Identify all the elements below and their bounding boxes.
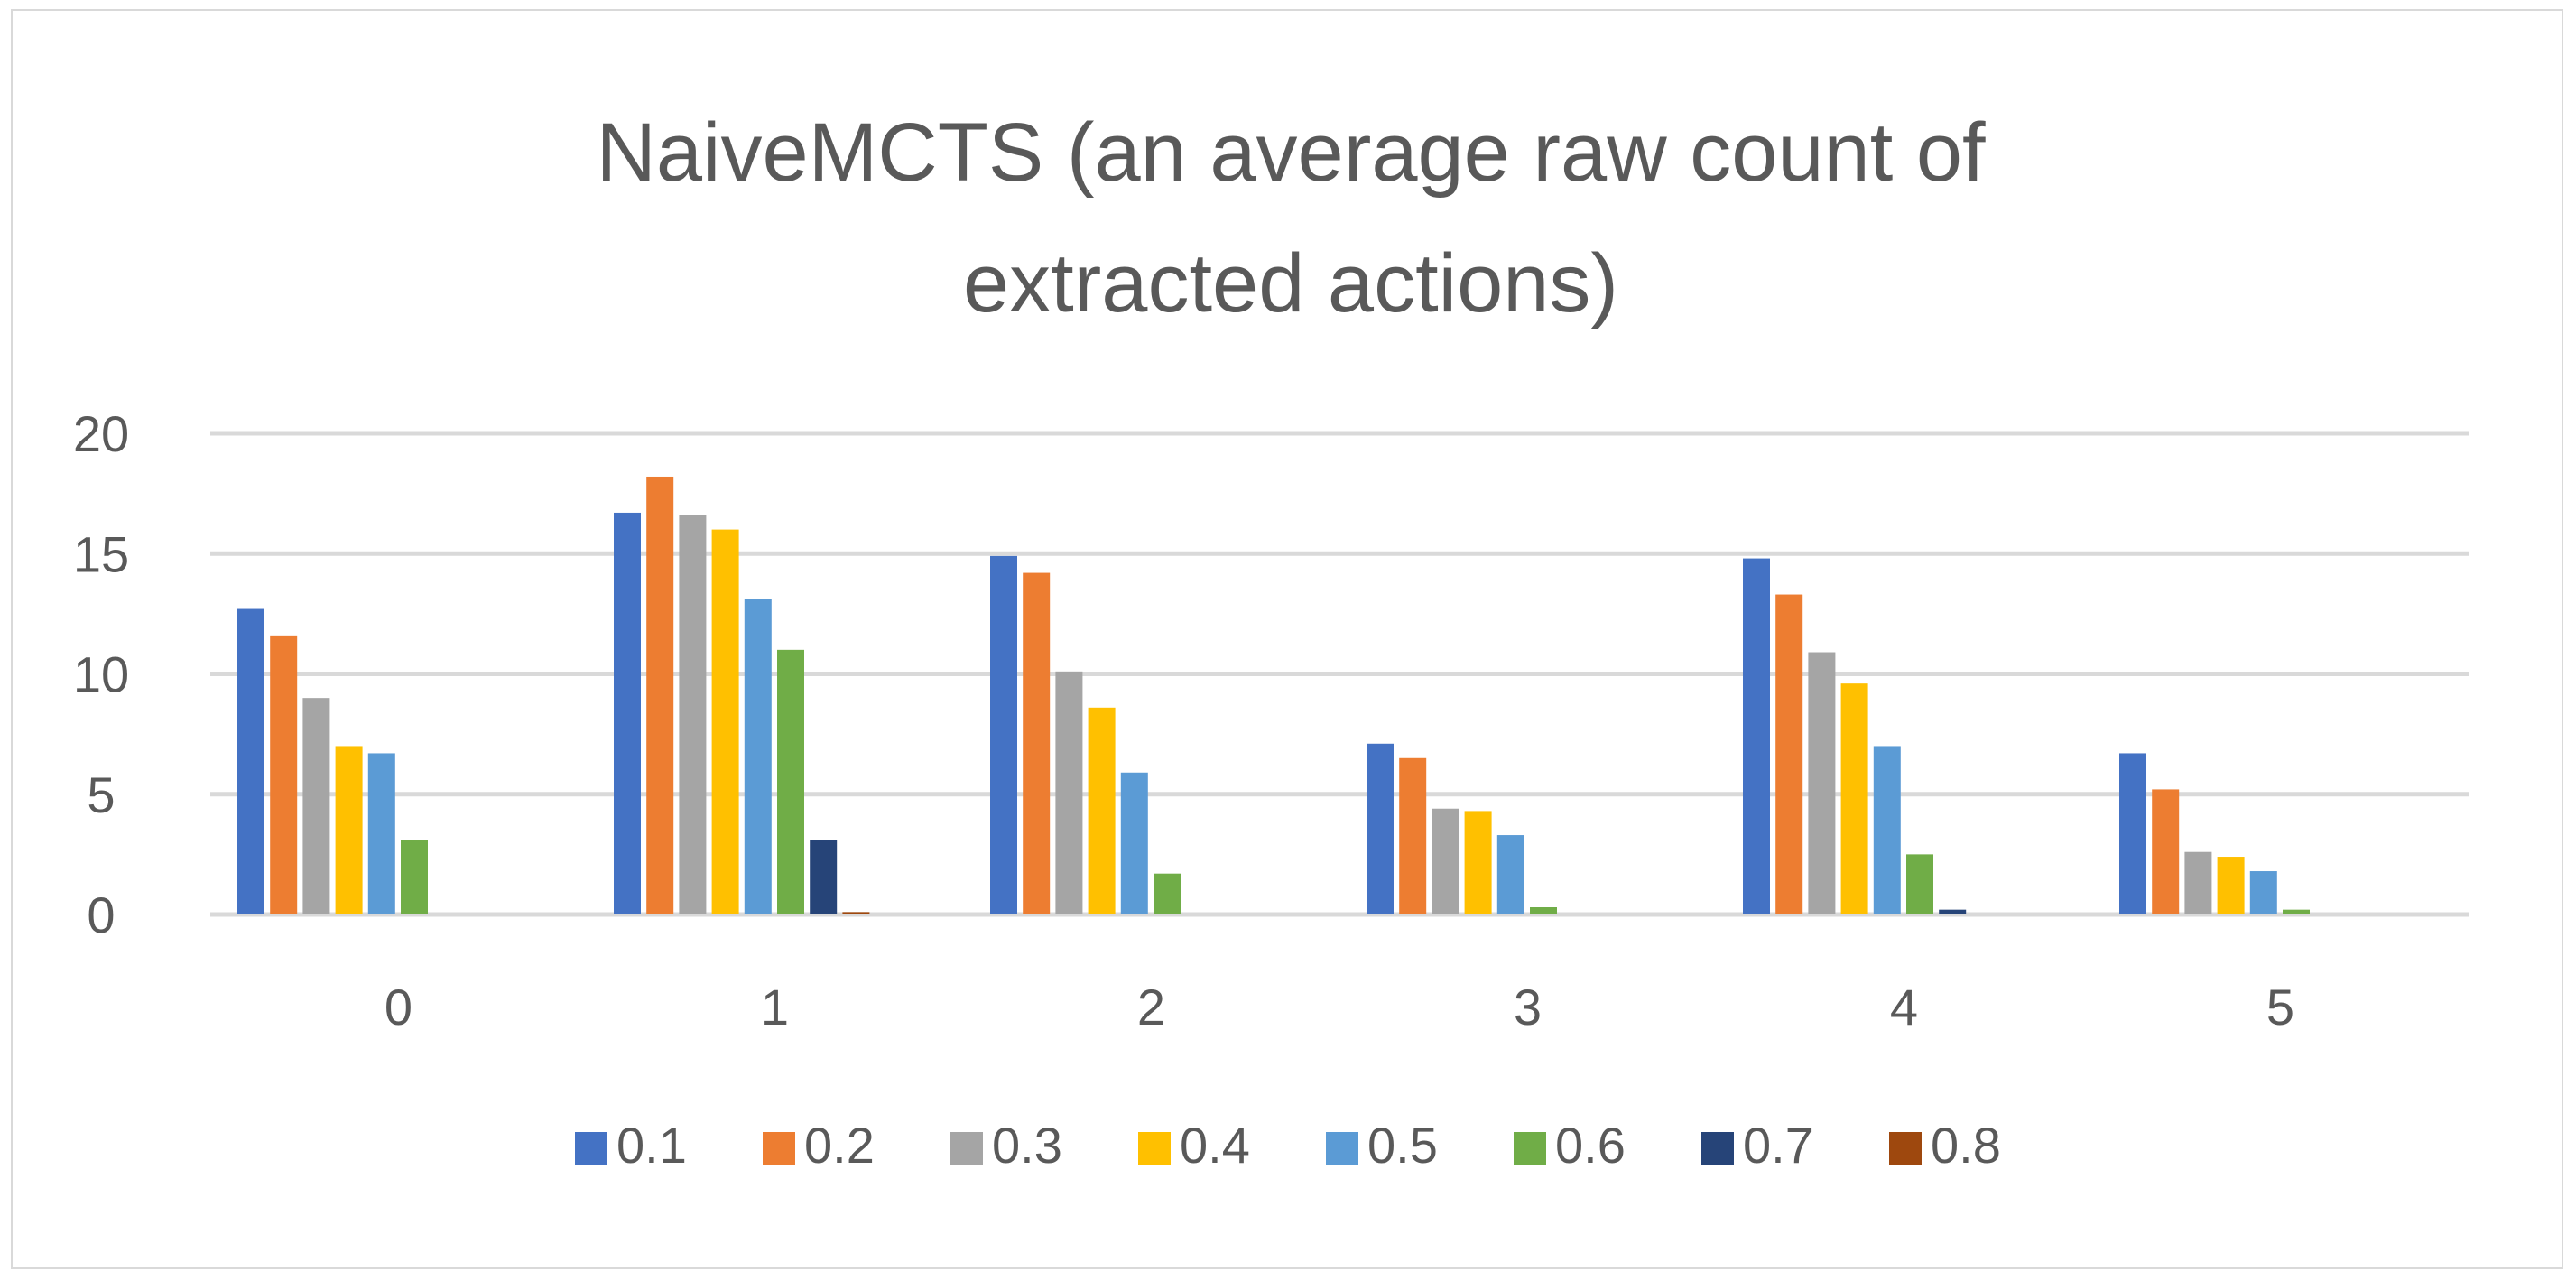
legend-label: 0.5 [1367, 1117, 1438, 1174]
bar-0.6-cat-2 [1154, 873, 1181, 914]
legend-label: 0.1 [616, 1117, 687, 1174]
legend-item-0.7: 0.7 [1701, 1117, 1813, 1174]
y-tick-label: 15 [73, 525, 129, 582]
bar-0.7-cat-4 [1939, 909, 1967, 914]
bar-0.3-cat-3 [1432, 808, 1459, 914]
x-tick-label: 3 [1514, 979, 1542, 1035]
legend-label: 0.7 [1743, 1117, 1813, 1174]
chart-title: NaiveMCTS (an average raw count of extra… [596, 107, 1986, 330]
bar-0.6-cat-0 [401, 840, 428, 914]
bar-0.3-cat-0 [302, 698, 330, 914]
bar-0.4-cat-4 [1840, 683, 1868, 914]
legend-label: 0.4 [1180, 1117, 1250, 1174]
bar-0.2-cat-5 [2152, 789, 2180, 914]
bar-0.4-cat-1 [711, 529, 739, 914]
legend-swatch [1889, 1132, 1922, 1165]
chart-title-line-1: NaiveMCTS (an average raw count of [596, 107, 1986, 199]
bar-0.2-cat-3 [1399, 757, 1427, 914]
x-tick-label: 1 [761, 979, 789, 1035]
bars [237, 476, 2310, 914]
bar-0.1-cat-2 [990, 555, 1017, 914]
bar-0.1-cat-1 [614, 512, 641, 914]
bar-0.5-cat-1 [744, 599, 772, 914]
y-tick-label: 10 [73, 646, 129, 703]
bar-0.4-cat-5 [2217, 857, 2245, 914]
legend-swatch [1326, 1132, 1358, 1165]
bar-0.5-cat-4 [1873, 746, 1901, 914]
bar-0.1-cat-4 [1743, 558, 1770, 914]
bar-0.5-cat-0 [367, 753, 395, 914]
legend-label: 0.8 [1931, 1117, 2001, 1174]
bar-0.6-cat-4 [1906, 854, 1933, 914]
legend-item-0.4: 0.4 [1138, 1117, 1250, 1174]
bar-0.1-cat-5 [2119, 753, 2146, 914]
bar-0.5-cat-3 [1496, 835, 1524, 914]
y-tick-label: 0 [87, 886, 115, 943]
bar-0.5-cat-5 [2249, 871, 2277, 914]
bar-0.1-cat-3 [1367, 743, 1394, 914]
legend-label: 0.3 [992, 1117, 1062, 1174]
legend-swatch [575, 1132, 607, 1165]
chart-frame [11, 9, 2563, 1269]
y-axis-ticks: 0 5 10 15 20 [73, 405, 129, 943]
x-tick-label: 0 [385, 979, 412, 1035]
y-tick-label: 5 [87, 766, 115, 823]
gridlines [210, 431, 2469, 917]
y-tick-label: 20 [73, 405, 129, 462]
bar-0.2-cat-2 [1023, 572, 1051, 914]
legend-swatch [1701, 1132, 1734, 1165]
legend-swatch [763, 1132, 795, 1165]
bar-0.6-cat-3 [1530, 907, 1557, 914]
legend-label: 0.6 [1555, 1117, 1626, 1174]
x-tick-label: 5 [2266, 979, 2294, 1035]
bar-0.3-cat-5 [2184, 851, 2212, 914]
legend-item-0.2: 0.2 [763, 1117, 875, 1174]
chart-title-line-2: extracted actions) [963, 237, 1618, 330]
legend-item-0.3: 0.3 [950, 1117, 1062, 1174]
bar-0.3-cat-4 [1808, 652, 1836, 914]
legend-item-0.5: 0.5 [1326, 1117, 1438, 1174]
legend-item-0.1: 0.1 [575, 1117, 687, 1174]
bar-0.8-cat-1 [842, 912, 870, 914]
bar-0.6-cat-5 [2283, 909, 2310, 914]
bar-0.4-cat-3 [1464, 811, 1492, 914]
bar-0.2-cat-1 [646, 476, 674, 914]
bar-0.4-cat-0 [335, 746, 363, 914]
bar-0.2-cat-0 [270, 635, 298, 914]
bar-0.3-cat-1 [679, 515, 707, 914]
bar-0.3-cat-2 [1055, 671, 1083, 914]
legend-item-0.8: 0.8 [1889, 1117, 2001, 1174]
bar-0.5-cat-2 [1120, 772, 1148, 914]
bar-0.1-cat-0 [237, 608, 264, 914]
bar-0.6-cat-1 [777, 649, 804, 914]
x-axis-ticks: 0 1 2 3 4 5 [385, 979, 2294, 1035]
bar-0.4-cat-2 [1088, 707, 1116, 914]
legend-swatch [1138, 1132, 1171, 1165]
legend-item-0.6: 0.6 [1514, 1117, 1626, 1174]
legend: 0.1 0.2 0.3 0.4 0.5 0.6 0.7 0.8 [575, 1117, 2001, 1174]
bar-0.7-cat-1 [810, 840, 838, 914]
x-tick-label: 4 [1890, 979, 1918, 1035]
legend-swatch [950, 1132, 983, 1165]
legend-swatch [1514, 1132, 1546, 1165]
legend-label: 0.2 [804, 1117, 875, 1174]
bar-0.2-cat-4 [1775, 594, 1803, 914]
x-tick-label: 2 [1137, 979, 1165, 1035]
